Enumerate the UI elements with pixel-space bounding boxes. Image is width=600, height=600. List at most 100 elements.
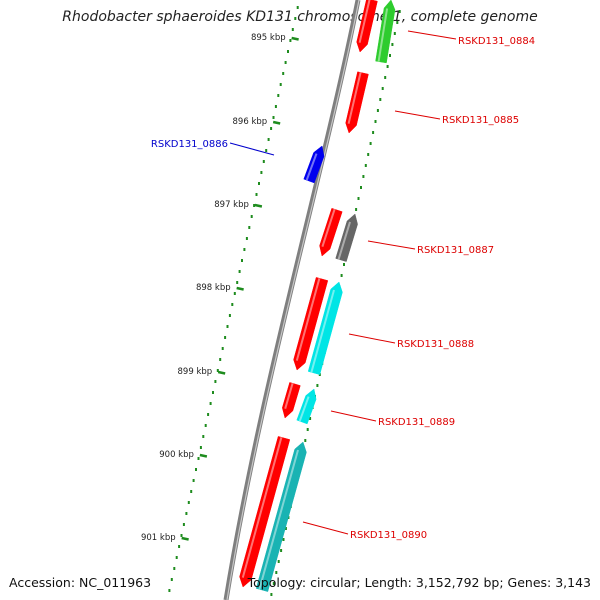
scale-tick xyxy=(291,36,299,41)
track-dot xyxy=(284,527,287,530)
track-dot xyxy=(199,446,202,449)
track-dot xyxy=(178,545,181,548)
label-leader-line xyxy=(229,142,275,156)
gene-arrow-red xyxy=(293,277,329,371)
track-dot xyxy=(316,384,319,387)
track-dot xyxy=(255,193,258,196)
gene-shading xyxy=(347,72,362,124)
track-dot xyxy=(236,281,239,284)
gene-label: RSKD131_0884 xyxy=(458,36,535,47)
track-dot xyxy=(185,512,188,515)
track-dot xyxy=(182,523,185,526)
track-dot xyxy=(360,186,362,189)
track-dot xyxy=(173,567,176,570)
track-dot xyxy=(306,428,309,431)
gene-shading xyxy=(358,0,371,43)
gene-arrow-red xyxy=(319,207,343,257)
track-dot xyxy=(260,171,263,174)
track-dot xyxy=(258,182,260,185)
track-dot xyxy=(280,549,283,552)
scale-tick xyxy=(217,370,226,375)
track-dot xyxy=(367,153,370,156)
track-dot xyxy=(287,50,289,53)
scale-tick xyxy=(272,120,281,125)
gene-arrow-cyan xyxy=(296,388,317,425)
track-dot xyxy=(364,164,367,167)
track-dot xyxy=(272,582,275,585)
gene-arrow-blue xyxy=(303,145,325,184)
track-dot xyxy=(209,402,212,405)
label-leader-line xyxy=(394,110,441,120)
track-dot xyxy=(168,589,171,592)
gene-shading xyxy=(295,278,321,361)
track-dot xyxy=(224,336,227,339)
gene-shading xyxy=(258,449,299,590)
track-dot xyxy=(250,215,253,218)
track-dot xyxy=(357,197,360,200)
gene-arrow-red xyxy=(356,0,378,53)
track-dot xyxy=(243,248,246,251)
gene-arrow-teal xyxy=(255,441,307,592)
track-dot xyxy=(386,65,389,68)
track-dot xyxy=(226,325,229,328)
track-dot xyxy=(180,534,183,537)
label-leader-line xyxy=(407,30,457,40)
track-dot xyxy=(291,28,294,31)
track-dot xyxy=(238,270,241,273)
track-dot xyxy=(279,83,282,86)
track-dot xyxy=(170,578,173,581)
track-dot xyxy=(277,94,280,97)
scale-tick-label: 897 kbp xyxy=(214,200,249,210)
gene-label: RSKD131_0885 xyxy=(442,115,519,126)
scale-tick xyxy=(181,536,189,541)
label-leaders xyxy=(229,30,457,535)
track-dot xyxy=(202,435,205,438)
gene-label: RSKD131_0890 xyxy=(350,530,427,541)
track-dot xyxy=(231,303,234,306)
accession-text: Accession: NC_011963 xyxy=(9,575,152,590)
track-dot xyxy=(221,347,224,350)
scale-tick xyxy=(254,203,263,208)
scale-tick-label: 898 kbp xyxy=(196,283,231,293)
track-dot xyxy=(389,54,391,57)
track-dot xyxy=(265,149,268,152)
track-dot xyxy=(267,138,270,141)
track-dot xyxy=(384,76,387,79)
scale-tick-label: 900 kbp xyxy=(159,450,194,460)
gene-label: RSKD131_0888 xyxy=(397,339,474,350)
track-dot xyxy=(289,39,292,42)
gene-label: RSKD131_0886 xyxy=(151,139,228,150)
track-dot xyxy=(204,424,207,427)
track-dot xyxy=(216,369,219,372)
gene-arrow-green xyxy=(375,0,396,64)
gene-shading xyxy=(321,208,336,248)
outer-dot-track xyxy=(168,6,299,592)
track-dot xyxy=(396,21,399,24)
scale-tick xyxy=(236,286,244,291)
gene-shading xyxy=(284,383,294,409)
track-dot xyxy=(284,61,287,64)
track-dot xyxy=(282,538,285,541)
track-dot xyxy=(393,32,396,35)
track-dot xyxy=(270,127,273,130)
topology-text: Topology: circular; Length: 3,152,792 bp… xyxy=(247,575,591,590)
map-title: Rhodobacter sphaeroides KD131 chromosome… xyxy=(62,9,538,25)
gene-track xyxy=(239,0,396,592)
track-dot xyxy=(192,479,195,482)
track-dot xyxy=(369,142,372,145)
label-leader-line xyxy=(330,410,377,422)
gene-shading xyxy=(310,289,335,373)
track-dot xyxy=(228,314,231,317)
track-dot xyxy=(379,98,382,101)
track-dot xyxy=(219,358,222,361)
track-dot xyxy=(355,208,358,211)
track-dot xyxy=(197,457,200,460)
gene-arrow-red xyxy=(239,436,291,588)
track-dot xyxy=(391,43,394,46)
chromosome-backbone xyxy=(223,0,361,600)
track-dot xyxy=(277,560,280,563)
track-dot xyxy=(372,131,375,134)
track-dot xyxy=(272,116,275,119)
gene-arrow-red xyxy=(282,382,301,419)
